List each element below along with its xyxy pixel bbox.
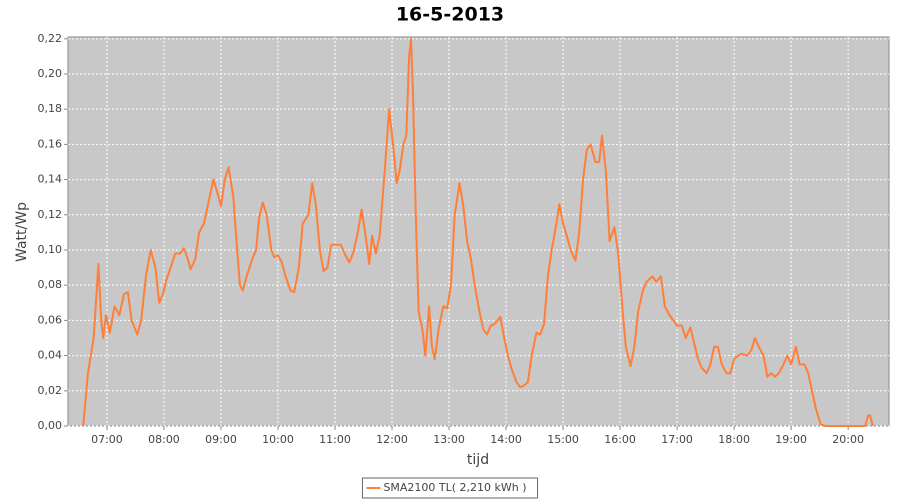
x-tick-label: 11:00 xyxy=(319,433,351,446)
series-line xyxy=(82,37,874,427)
y-tick-label: 0,02 xyxy=(38,384,63,397)
x-tick-label: 13:00 xyxy=(433,433,465,446)
y-tick-label: 0,18 xyxy=(38,102,63,115)
x-tick-label: 20:00 xyxy=(832,433,864,446)
y-tick-label: 0,16 xyxy=(38,137,63,150)
y-tick-label: 0,00 xyxy=(38,419,63,432)
x-tick-label: 07:00 xyxy=(91,433,123,446)
chart-title: 16-5-2013 xyxy=(396,4,504,26)
x-axis-label: tijd xyxy=(467,452,489,468)
y-tick-label: 0,04 xyxy=(38,349,63,362)
y-tick-label: 0,20 xyxy=(38,67,63,80)
y-tick-label: 0,22 xyxy=(38,32,63,45)
x-tick-label: 15:00 xyxy=(547,433,579,446)
x-tick-label: 18:00 xyxy=(718,433,750,446)
y-tick-label: 0,12 xyxy=(38,208,63,221)
x-tick-label: 08:00 xyxy=(148,433,180,446)
y-tick-label: 0,06 xyxy=(38,313,63,326)
plot-area xyxy=(67,36,890,427)
x-tick-label: 10:00 xyxy=(262,433,294,446)
y-tick-label: 0,14 xyxy=(38,173,63,186)
x-tick-label: 14:00 xyxy=(490,433,522,446)
y-tick-label: 0,08 xyxy=(38,278,63,291)
legend-label: SMA2100 TL( 2,210 kWh ) xyxy=(383,481,526,494)
x-tick-label: 12:00 xyxy=(376,433,408,446)
x-tick-label: 16:00 xyxy=(604,433,636,446)
x-tick-label: 17:00 xyxy=(661,433,693,446)
x-tick-label: 09:00 xyxy=(205,433,237,446)
y-axis-label: Watt/Wp xyxy=(14,202,30,262)
x-tick-label: 19:00 xyxy=(775,433,807,446)
legend: SMA2100 TL( 2,210 kWh ) xyxy=(361,477,539,499)
y-tick-label: 0,10 xyxy=(38,243,63,256)
legend-box xyxy=(361,477,539,499)
